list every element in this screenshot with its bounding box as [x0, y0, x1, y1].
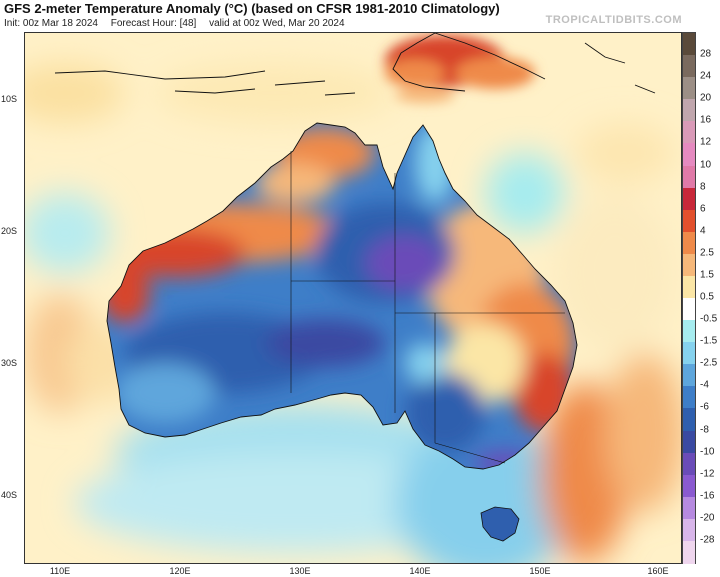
colorbar-label: 1.5	[700, 269, 714, 281]
lat-label-10s: 10S	[1, 94, 18, 104]
colorbar-label: 8	[700, 181, 706, 193]
colorbar-swatch	[683, 430, 695, 454]
state-borders	[290, 151, 565, 464]
colorbar-label: 28	[700, 48, 712, 60]
colorbar-label: -2.5	[700, 357, 718, 369]
colorbar-swatch	[683, 253, 695, 277]
colorbar-swatch	[683, 143, 695, 167]
colorbar-label: -16	[700, 490, 715, 502]
init-time: Init: 00z Mar 18 2024	[4, 18, 98, 29]
map-subtitle: Init: 00z Mar 18 2024 Forecast Hour: [48…	[4, 18, 355, 29]
lat-label-40s: 40S	[1, 490, 18, 500]
colorbar-label: -10	[700, 446, 715, 458]
colorbar-swatch	[683, 496, 695, 520]
colorbar-swatch	[683, 187, 695, 211]
colorbar-swatch	[683, 518, 695, 542]
colorbar	[682, 32, 696, 564]
colorbar-swatch	[683, 209, 695, 233]
colorbar-swatch	[683, 298, 695, 321]
colorbar-label: -20	[700, 512, 715, 524]
colorbar-swatch	[683, 275, 695, 299]
brand-watermark: TROPICALTIDBITS.COM	[545, 14, 682, 26]
colorbar-swatch	[683, 99, 695, 123]
colorbar-label: -6	[700, 401, 709, 413]
colorbar-label: 16	[700, 114, 712, 126]
anomaly-map	[24, 32, 682, 564]
valid-time: valid at 00z Wed, Mar 20 2024	[209, 18, 345, 29]
lon-label-110e: 110E	[49, 566, 71, 576]
forecast-hour: Forecast Hour: [48]	[110, 18, 197, 29]
colorbar-swatch	[683, 33, 695, 56]
lon-label-120e: 120E	[169, 566, 191, 576]
tasmania	[480, 506, 520, 542]
colorbar-label: 12	[700, 136, 712, 148]
colorbar-swatch	[683, 342, 695, 366]
colorbar-label: 6	[700, 203, 706, 215]
colorbar-label: -4	[700, 379, 709, 391]
map-canvas	[25, 33, 681, 563]
colorbar-label: 4	[700, 225, 706, 237]
colorbar-label: -0.5	[700, 313, 718, 325]
colorbar-label: 0.5	[700, 291, 714, 303]
lon-label-140e: 140E	[409, 566, 431, 576]
colorbar-swatch	[683, 540, 695, 564]
map-title: GFS 2-meter Temperature Anomaly (°C) (ba…	[4, 1, 500, 16]
colorbar-label: 2.5	[700, 247, 714, 259]
header: GFS 2-meter Temperature Anomaly (°C) (ba…	[0, 0, 720, 32]
colorbar-swatch	[683, 231, 695, 255]
colorbar-label: 10	[700, 159, 712, 170]
colorbar-swatch	[683, 452, 695, 476]
colorbar-swatch	[683, 165, 695, 189]
lon-label-150e: 150E	[529, 566, 551, 576]
lat-label-20s: 20S	[1, 226, 18, 236]
lat-label-30s: 30S	[1, 358, 18, 368]
colorbar-swatch	[683, 121, 695, 145]
coastlines	[54, 33, 656, 470]
colorbar-swatch	[683, 77, 695, 101]
colorbar-label: 20	[700, 92, 712, 104]
colorbar-label: 24	[700, 70, 712, 82]
colorbar-label: -1.5	[700, 335, 718, 347]
lon-label-160e: 160E	[647, 566, 669, 576]
colorbar-label: -8	[700, 424, 709, 435]
colorbar-swatch	[683, 408, 695, 432]
colorbar-swatch	[683, 320, 695, 344]
colorbar-swatch	[683, 386, 695, 410]
colorbar-swatch	[683, 55, 695, 79]
colorbar-swatch	[683, 364, 695, 388]
new-guinea-anomaly	[385, 35, 535, 103]
colorbar-label: -12	[700, 468, 715, 480]
colorbar-swatch	[683, 474, 695, 498]
lon-label-130e: 130E	[289, 566, 311, 576]
colorbar-label: -28	[700, 534, 715, 546]
